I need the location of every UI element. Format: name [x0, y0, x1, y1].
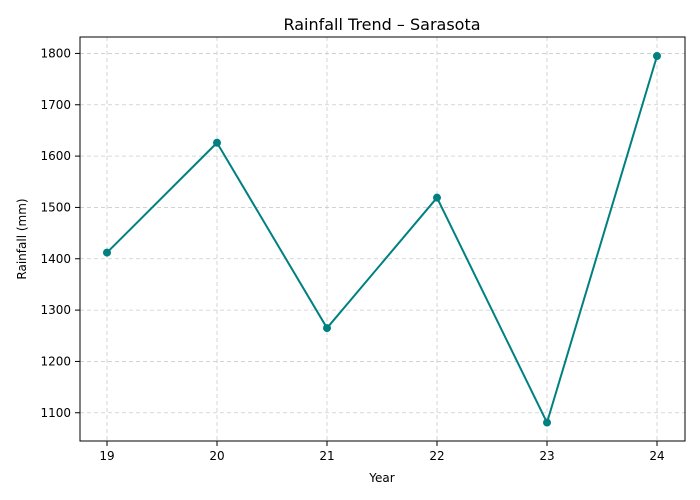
grid-lines — [80, 37, 685, 441]
x-axis-label: Year — [368, 471, 394, 485]
y-tick-label: 1600 — [40, 149, 71, 163]
plot-frame — [79, 36, 686, 442]
x-tick-label: 23 — [539, 449, 554, 463]
y-tick-label: 1700 — [40, 98, 71, 112]
x-tick-label: 22 — [429, 449, 444, 463]
data-point — [103, 248, 111, 257]
y-tick-label: 1100 — [40, 406, 71, 420]
y-axis-label: Rainfall (mm) — [15, 198, 29, 279]
data-point — [433, 193, 441, 202]
x-tick-label: 21 — [319, 449, 334, 463]
y-tick-label: 1800 — [40, 46, 71, 60]
series-line — [106, 55, 658, 424]
y-tick-label: 1200 — [40, 354, 71, 368]
y-tick-label: 1300 — [40, 303, 71, 317]
y-tick-label: 1500 — [40, 200, 71, 214]
x-tick-label: 19 — [99, 449, 114, 463]
chart-title: Rainfall Trend – Sarasota — [283, 15, 480, 34]
data-point — [543, 418, 551, 427]
x-tick-label: 20 — [209, 449, 224, 463]
series-layer — [103, 51, 661, 427]
x-tick-label: 24 — [649, 449, 664, 463]
data-point — [323, 324, 331, 333]
data-point — [653, 51, 661, 60]
y-tick-label: 1400 — [40, 252, 71, 266]
data-point — [213, 138, 221, 147]
axis-ticks: 19 20 21 22 23 24 1100 1200 1300 1400 1500 1600 1700… — [40, 46, 664, 463]
